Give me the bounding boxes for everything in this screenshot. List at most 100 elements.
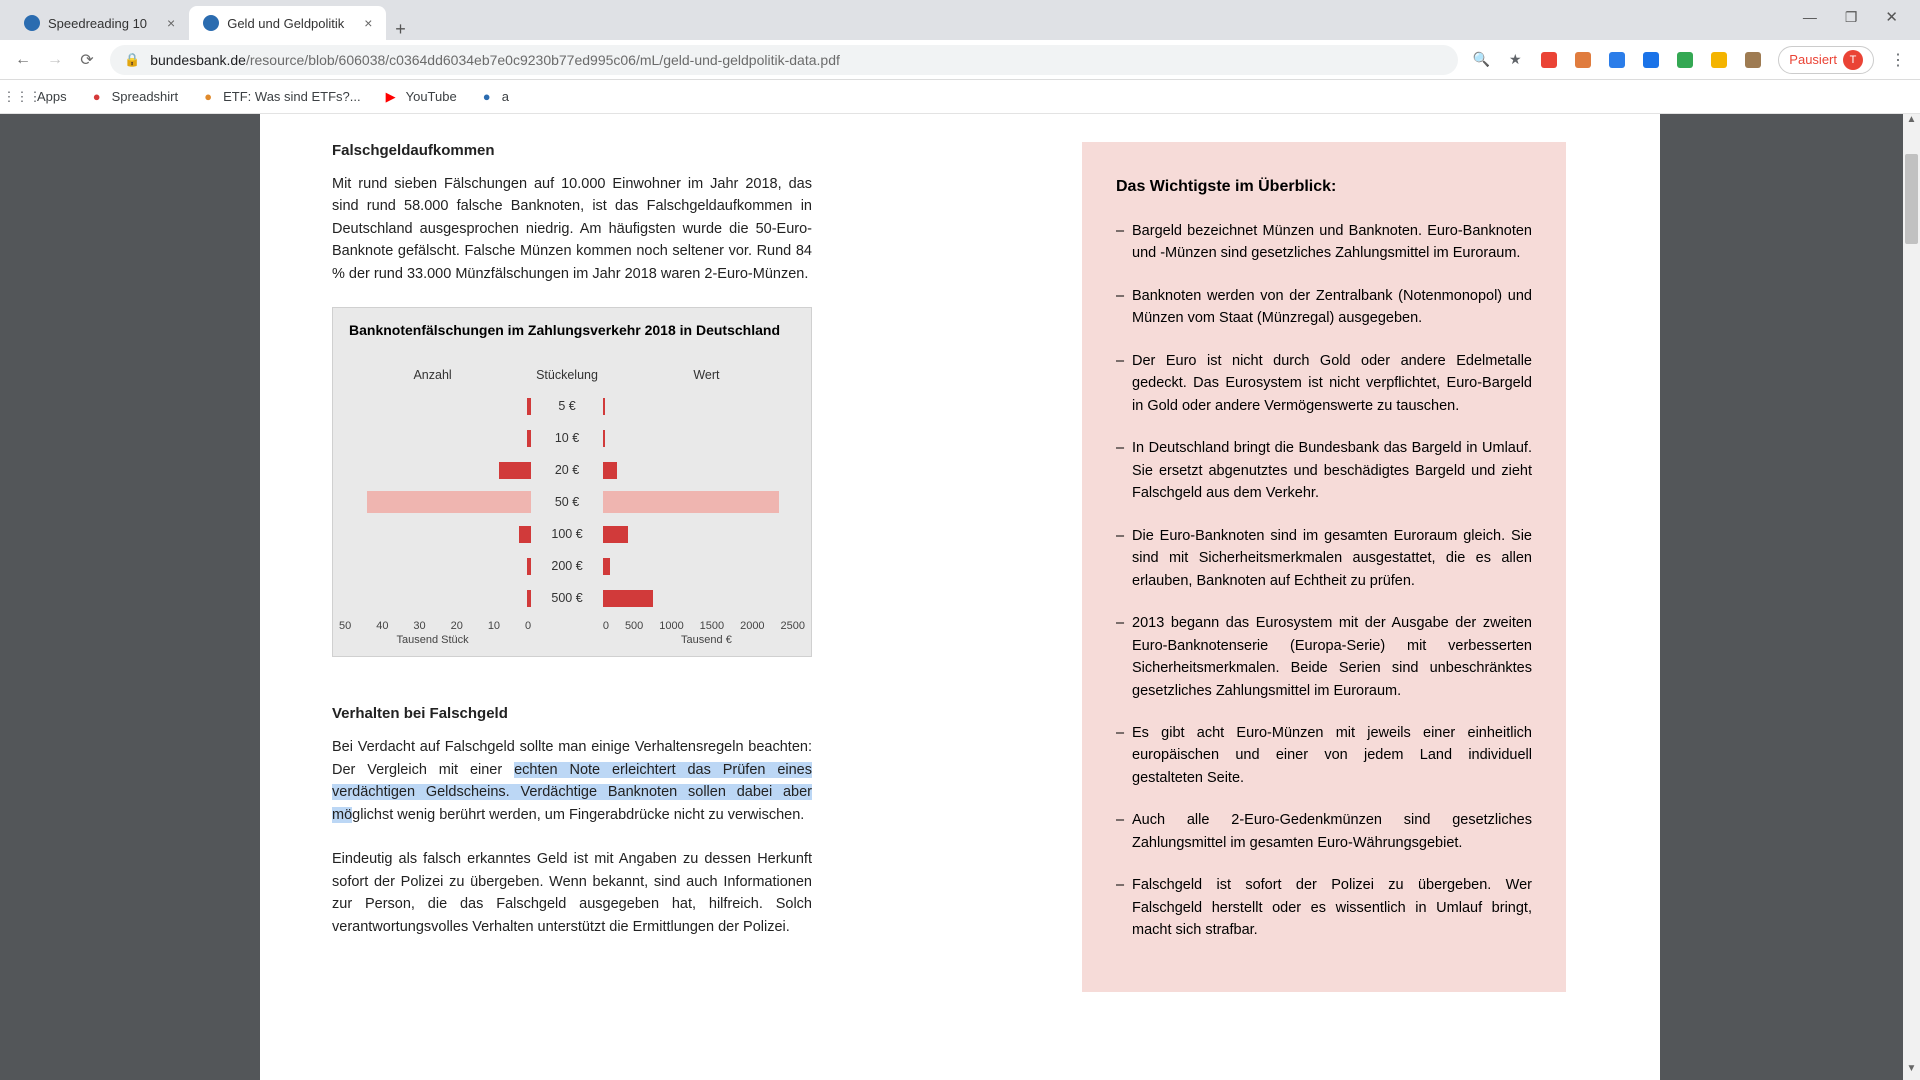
- profile-paused-pill[interactable]: PausiertT: [1778, 46, 1874, 74]
- bar-label: 100 €: [532, 527, 602, 541]
- bar-wert: [603, 491, 779, 513]
- summary-item: In Deutschland bringt die Bundesbank das…: [1116, 437, 1532, 504]
- new-tab-button[interactable]: +: [386, 19, 414, 40]
- chart-row: 200 €: [333, 550, 811, 582]
- bookmark-icon: ●: [479, 89, 495, 105]
- axis-tick: 0: [525, 620, 531, 632]
- tab-close-button[interactable]: ×: [167, 15, 175, 31]
- bookmark-star-icon[interactable]: ★: [1506, 51, 1524, 69]
- chart-header-row: Anzahl Stückelung Wert: [333, 368, 811, 382]
- vertical-scrollbar[interactable]: ▲ ▼: [1903, 114, 1920, 1080]
- axis-tick: 20: [451, 620, 463, 632]
- bar-wert: [603, 558, 610, 575]
- chart-row: 100 €: [333, 518, 811, 550]
- heading-verhalten: Verhalten bei Falschgeld: [332, 705, 812, 722]
- paragraph-intro: Mit rund sieben Fälschungen auf 10.000 E…: [332, 173, 812, 285]
- extension-icon[interactable]: [1608, 51, 1626, 69]
- bookmark-icon: ●: [89, 89, 105, 105]
- summary-item: Bargeld bezeichnet Münzen und Banknoten.…: [1116, 220, 1532, 265]
- bar-label: 10 €: [532, 431, 602, 445]
- bookmark-item[interactable]: ●a: [479, 89, 509, 105]
- pdf-page: Falschgeldaufkommen Mit rund sieben Fäls…: [260, 114, 1660, 1080]
- chart-axis-labels: Tausend Stück Tausend €: [333, 634, 811, 656]
- browser-menu-button[interactable]: ⋮: [1890, 50, 1906, 70]
- axis-right-label: Tausend €: [602, 634, 811, 646]
- bookmark-label: a: [502, 89, 509, 104]
- bar-anzahl: [527, 590, 531, 607]
- scroll-thumb[interactable]: [1905, 154, 1918, 244]
- chart-title: Banknotenfälschungen im Zahlungsverkehr …: [333, 308, 811, 368]
- forward-button[interactable]: →: [46, 51, 64, 69]
- paused-label: Pausiert: [1789, 52, 1837, 67]
- bookmark-icon: ●: [200, 89, 216, 105]
- lock-icon: 🔒: [124, 52, 140, 68]
- axis-tick: 500: [625, 620, 643, 632]
- scroll-up-arrow[interactable]: ▲: [1903, 114, 1920, 131]
- bookmark-item[interactable]: ● ETF: Was sind ETFs?...: [200, 89, 360, 105]
- bar-label: 5 €: [532, 399, 602, 413]
- scroll-down-arrow[interactable]: ▼: [1903, 1063, 1920, 1080]
- extension-icon[interactable]: [1540, 51, 1558, 69]
- reload-button[interactable]: ⟳: [78, 50, 96, 70]
- bookmark-item[interactable]: ▶ YouTube: [383, 89, 457, 105]
- axis-tick: 50: [339, 620, 351, 632]
- url-box[interactable]: 🔒 bundesbank.de/resource/blob/606038/c03…: [110, 45, 1458, 75]
- extension-icon[interactable]: [1710, 51, 1728, 69]
- bar-label: 200 €: [532, 559, 602, 573]
- summary-item: Es gibt acht Euro-Münzen mit jeweils ein…: [1116, 722, 1532, 789]
- axis-tick: 40: [376, 620, 388, 632]
- favicon-icon: [24, 15, 40, 31]
- summary-box: Das Wichtigste im Überblick: Bargeld bez…: [1082, 142, 1566, 992]
- browser-tab[interactable]: Speedreading 10 ×: [10, 6, 189, 40]
- bookmark-icon: ▶: [383, 89, 399, 105]
- summary-item: Die Euro-Banknoten sind im gesamten Euro…: [1116, 525, 1532, 592]
- minimize-button[interactable]: —: [1803, 9, 1817, 25]
- chart-head-stueckelung: Stückelung: [532, 368, 602, 382]
- bar-wert: [603, 526, 628, 543]
- bar-anzahl: [527, 558, 531, 575]
- bookmarks-bar: ⋮⋮⋮ Apps ● Spreadshirt ● ETF: Was sind ETFs?.…: [0, 80, 1920, 114]
- heading-falschgeldaufkommen: Falschgeldaufkommen: [332, 142, 812, 159]
- maximize-button[interactable]: ❐: [1845, 9, 1858, 26]
- extension-icon[interactable]: [1642, 51, 1660, 69]
- bar-label: 50 €: [532, 495, 602, 509]
- bar-anzahl: [499, 462, 531, 479]
- bookmark-label: Apps: [37, 89, 67, 104]
- url-path: /resource/blob/606038/c0364dd6034eb7e0c9…: [246, 52, 840, 68]
- chart-row: 50 €: [333, 486, 811, 518]
- chart-row: 10 €: [333, 422, 811, 454]
- bookmark-item[interactable]: ⋮⋮⋮ Apps: [14, 89, 67, 105]
- bookmark-item[interactable]: ● Spreadshirt: [89, 89, 178, 105]
- bar-anzahl: [527, 398, 531, 415]
- extension-icon[interactable]: [1574, 51, 1592, 69]
- back-button[interactable]: ←: [14, 51, 32, 69]
- axis-tick: 10: [488, 620, 500, 632]
- extension-icon[interactable]: [1744, 51, 1762, 69]
- bookmark-label: YouTube: [406, 89, 457, 104]
- axis-tick: 1000: [659, 620, 683, 632]
- close-window-button[interactable]: ✕: [1885, 8, 1898, 26]
- window-controls: — ❐ ✕: [1781, 0, 1920, 34]
- paragraph-verhalten-1: Bei Verdacht auf Falschgeld sollte man e…: [332, 736, 812, 826]
- para2-post: glichst wenig be­rührt werden, um Finger…: [352, 807, 804, 823]
- chart-row: 500 €: [333, 582, 811, 614]
- bookmark-label: ETF: Was sind ETFs?...: [223, 89, 360, 104]
- axis-tick: 2500: [781, 620, 805, 632]
- summary-item: Auch alle 2-Euro-Gedenkmünzen sind geset…: [1116, 809, 1532, 854]
- address-bar: ← → ⟳ 🔒 bundesbank.de/resource/blob/6060…: [0, 40, 1920, 80]
- summary-title: Das Wichtigste im Überblick:: [1116, 178, 1532, 196]
- chart-row: 5 €: [333, 390, 811, 422]
- tab-strip: Speedreading 10 × Geld und Geldpolitik ×…: [0, 0, 1920, 40]
- summary-item: 2013 begann das Eurosystem mit der Ausga…: [1116, 612, 1532, 702]
- find-icon[interactable]: 🔍: [1472, 51, 1490, 69]
- tab-title: Speedreading 10: [48, 16, 147, 31]
- bookmark-label: Spreadshirt: [112, 89, 178, 104]
- tab-title: Geld und Geldpolitik: [227, 16, 344, 31]
- chart-head-anzahl: Anzahl: [333, 368, 532, 382]
- tab-close-button[interactable]: ×: [364, 15, 372, 31]
- extension-icon[interactable]: [1676, 51, 1694, 69]
- browser-tab[interactable]: Geld und Geldpolitik ×: [189, 6, 386, 40]
- bookmark-icon: ⋮⋮⋮: [14, 89, 30, 105]
- bar-wert: [603, 398, 605, 415]
- chart-rows: 5 € 10 € 20 € 50 € 100 € 200 € 500 €: [333, 382, 811, 620]
